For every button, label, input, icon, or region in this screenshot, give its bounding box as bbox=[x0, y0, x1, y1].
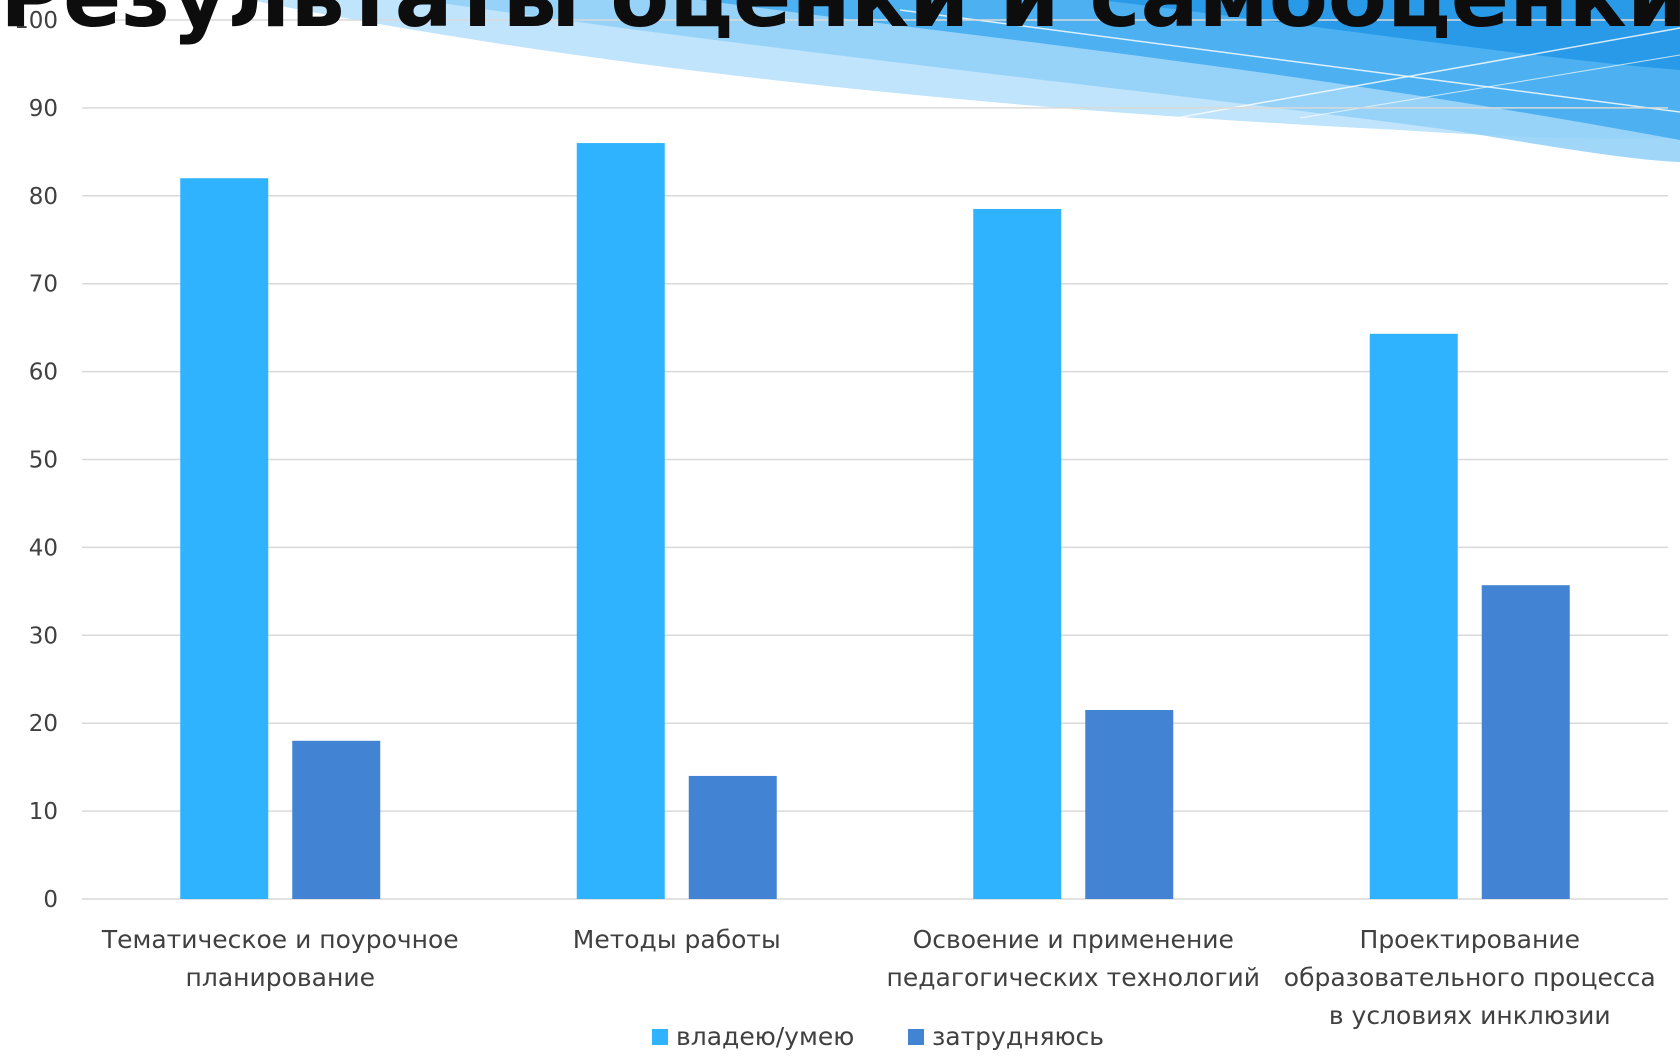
x-tick-label: Тематическое и поурочное bbox=[101, 925, 459, 954]
y-tick-label: 0 bbox=[43, 887, 58, 913]
legend-label: владею/умею bbox=[676, 1022, 854, 1051]
bar bbox=[1369, 333, 1458, 900]
y-tick-label: 30 bbox=[29, 623, 58, 649]
x-tick-label: Освоение и применение bbox=[913, 925, 1234, 954]
wave-thread-2 bbox=[899, 9, 1680, 113]
bar bbox=[180, 178, 269, 900]
legend-label: затрудняюсь bbox=[932, 1022, 1104, 1051]
y-tick-label: 20 bbox=[29, 711, 58, 737]
y-tick-label: 70 bbox=[29, 272, 58, 298]
x-tick-label: Методы работы bbox=[573, 925, 781, 954]
legend-swatch bbox=[652, 1029, 668, 1045]
slide-title: Результаты оценки и самооценки bbox=[0, 0, 1680, 40]
bar bbox=[1481, 585, 1570, 899]
bar bbox=[973, 208, 1062, 900]
x-tick-label: образовательного процесса bbox=[1284, 963, 1656, 992]
x-tick-label: планирование bbox=[186, 963, 375, 992]
y-tick-label: 80 bbox=[29, 184, 58, 210]
wave-deep bbox=[1100, 0, 1680, 70]
legend-swatch bbox=[908, 1029, 924, 1045]
bar bbox=[1085, 710, 1174, 899]
y-tick-label: 90 bbox=[29, 96, 58, 122]
bar bbox=[576, 143, 665, 899]
y-tick-label: 40 bbox=[29, 535, 58, 561]
y-tick-label: 60 bbox=[29, 360, 58, 386]
bar bbox=[292, 740, 381, 899]
x-tick-label: в условиях инклюзии bbox=[1329, 1001, 1611, 1030]
y-tick-label: 100 bbox=[14, 8, 58, 34]
x-tick-label: педагогических технологий bbox=[887, 963, 1260, 992]
wave-thread-1 bbox=[1119, 27, 1680, 129]
bar bbox=[688, 775, 777, 899]
x-tick-label: Проектирование bbox=[1360, 925, 1580, 954]
y-tick-label: 10 bbox=[29, 799, 58, 825]
y-tick-label: 50 bbox=[29, 448, 58, 474]
